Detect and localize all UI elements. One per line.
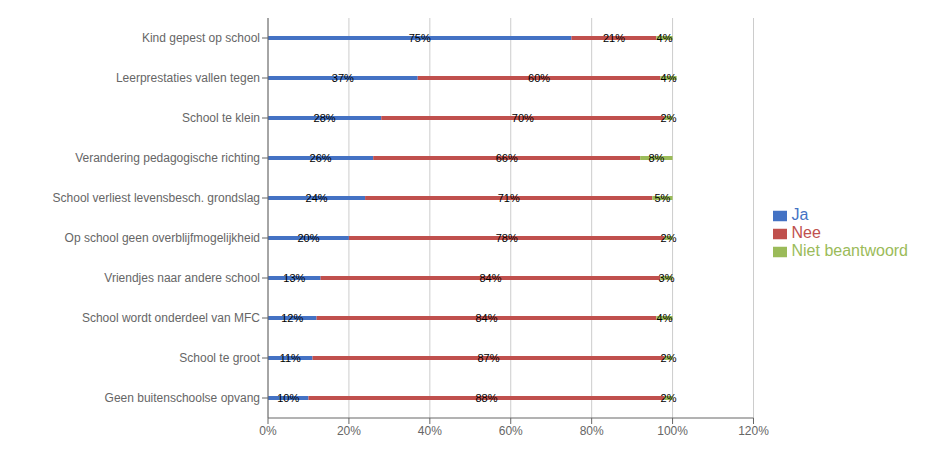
svg-text:Kind gepest op school: Kind gepest op school: [142, 31, 260, 45]
svg-text:10%: 10%: [277, 392, 299, 404]
html-text:Niet beantwoord: Niet beantwoord: [791, 242, 908, 259]
svg-text:2%: 2%: [661, 232, 677, 244]
svg-text:Op school geen overblijfmogeli: Op school geen overblijfmogelijkheid: [65, 231, 260, 245]
svg-text:100%: 100%: [657, 424, 688, 438]
svg-text:School te klein: School te klein: [182, 111, 260, 125]
svg-text:8%: 8%: [648, 152, 664, 164]
svg-text:4%: 4%: [661, 72, 677, 84]
svg-text:84%: 84%: [475, 312, 497, 324]
svg-text:Geen buitenschoolse opvang: Geen buitenschoolse opvang: [105, 391, 260, 405]
svg-text:4%: 4%: [657, 312, 673, 324]
svg-text:5%: 5%: [655, 192, 671, 204]
svg-text:60%: 60%: [528, 72, 550, 84]
svg-text:3%: 3%: [659, 272, 675, 284]
svg-text:66%: 66%: [496, 152, 518, 164]
html-text:Nee: Nee: [791, 224, 821, 241]
svg-text:School te groot: School te groot: [179, 351, 260, 365]
svg-text:13%: 13%: [283, 272, 305, 284]
svg-text:School verliest levensbesch. g: School verliest levensbesch. grondslag: [53, 191, 260, 205]
svg-text:Vriendjes naar andere school: Vriendjes naar andere school: [104, 271, 260, 285]
svg-text:60%: 60%: [499, 424, 523, 438]
svg-text:Verandering pedagogische richt: Verandering pedagogische richting: [75, 151, 260, 165]
svg-text:75%: 75%: [409, 32, 431, 44]
svg-text:87%: 87%: [477, 352, 499, 364]
svg-text:78%: 78%: [496, 232, 518, 244]
svg-text:11%: 11%: [280, 352, 301, 364]
svg-text:0%: 0%: [259, 424, 277, 438]
svg-text:26%: 26%: [310, 152, 332, 164]
svg-text:12%: 12%: [281, 312, 303, 324]
svg-text:80%: 80%: [580, 424, 604, 438]
svg-text:20%: 20%: [297, 232, 319, 244]
svg-text:21%: 21%: [603, 32, 625, 44]
svg-text:120%: 120%: [738, 424, 769, 438]
svg-text:20%: 20%: [337, 424, 361, 438]
svg-text:School wordt onderdeel van MFC: School wordt onderdeel van MFC: [82, 311, 260, 325]
html-text:Ja: Ja: [791, 206, 809, 223]
svg-text:2%: 2%: [661, 392, 677, 404]
svg-text:84%: 84%: [479, 272, 501, 284]
svg-text:Leerprestaties vallen tegen: Leerprestaties vallen tegen: [116, 71, 260, 85]
svg-text:37%: 37%: [332, 72, 354, 84]
svg-text:28%: 28%: [314, 112, 336, 124]
svg-text:70%: 70%: [512, 112, 534, 124]
svg-text:4%: 4%: [657, 32, 673, 44]
svg-text:88%: 88%: [475, 392, 497, 404]
svg-text:71%: 71%: [498, 192, 520, 204]
svg-text:40%: 40%: [418, 424, 442, 438]
svg-text:24%: 24%: [306, 192, 328, 204]
svg-text:2%: 2%: [661, 112, 677, 124]
svg-text:2%: 2%: [661, 352, 677, 364]
